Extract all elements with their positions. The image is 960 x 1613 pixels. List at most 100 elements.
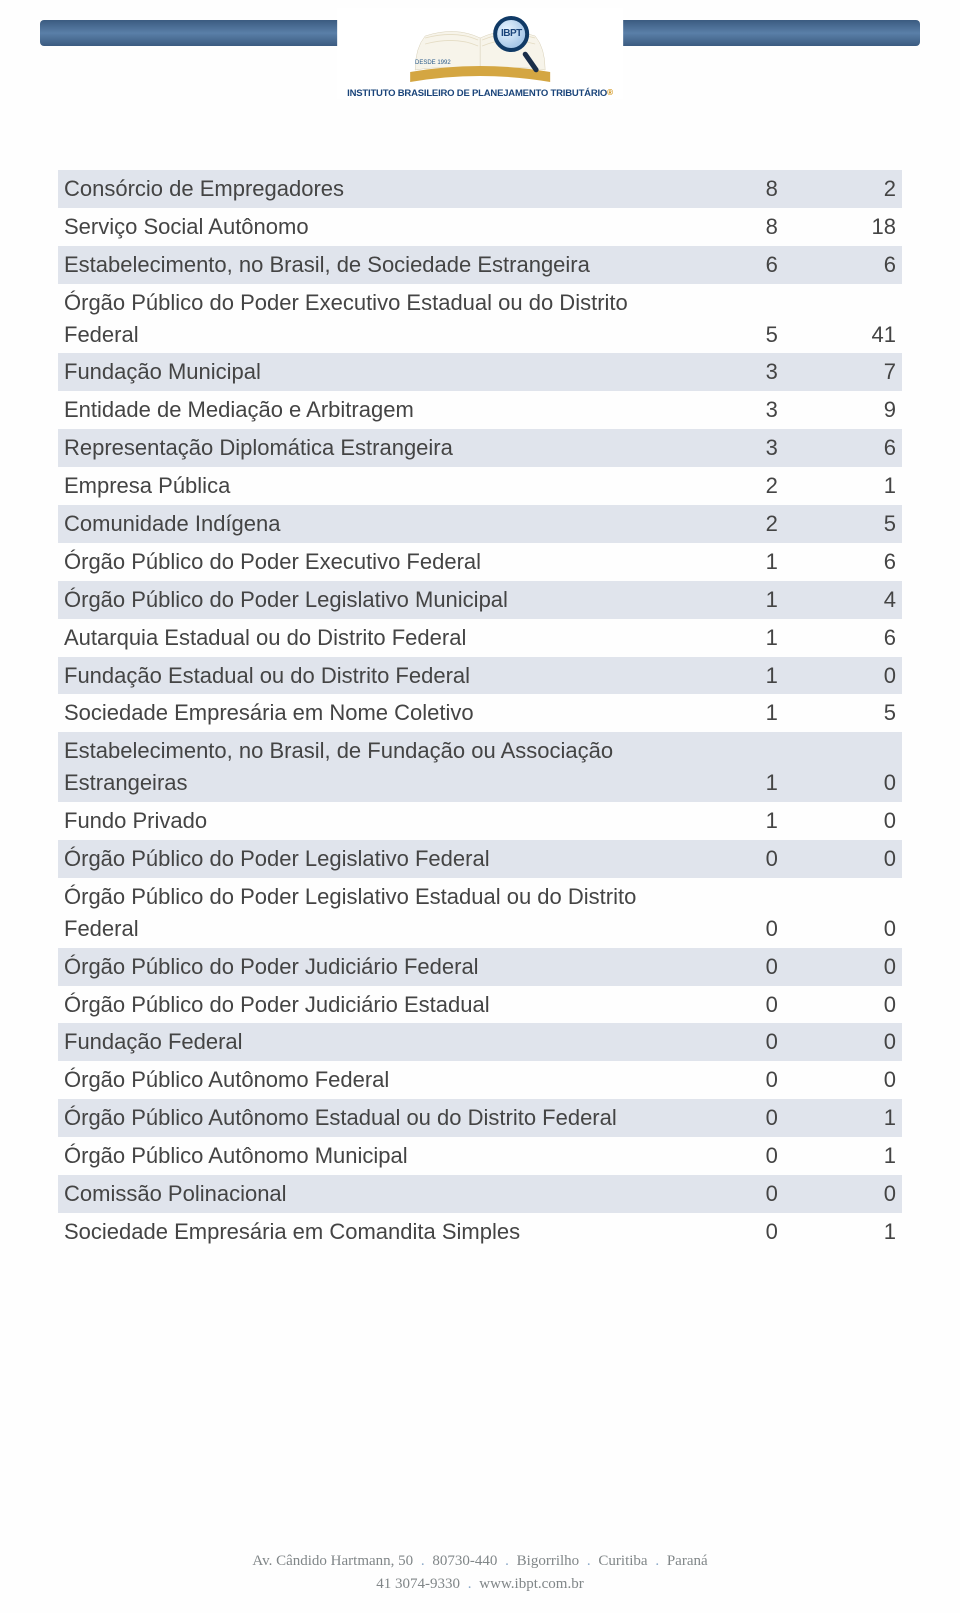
table-row: Autarquia Estadual ou do Distrito Federa…: [58, 619, 902, 657]
row-label: Órgão Público do Poder Judiciário Federa…: [58, 948, 666, 986]
table-row: Fundação Estadual ou do Distrito Federal…: [58, 657, 902, 695]
book-icon: DESDE 1992 IBPT: [405, 8, 555, 86]
row-label: Órgão Público do Poder Executivo Federal: [58, 543, 666, 581]
table-row: Órgão Público Autônomo Federal00: [58, 1061, 902, 1099]
row-label: Fundação Municipal: [58, 353, 666, 391]
main-content: Consórcio de Empregadores82Serviço Socia…: [0, 170, 960, 1532]
logo: DESDE 1992 IBPT INSTITUTO BRASILEIRO DE …: [337, 8, 623, 99]
row-label: Sociedade Empresária em Comandita Simple…: [58, 1213, 666, 1251]
row-value-1: 8: [666, 170, 784, 208]
row-value-1: 2: [666, 505, 784, 543]
row-value-1: 8: [666, 208, 784, 246]
row-value-2: 0: [784, 986, 902, 1024]
row-value-1: 0: [666, 1099, 784, 1137]
row-value-2: 0: [784, 1061, 902, 1099]
row-value-1: 5: [666, 284, 784, 354]
since-label: DESDE 1992: [415, 60, 451, 66]
footer-line-2: 41 3074-9330 . www.ibpt.com.br: [0, 1573, 960, 1596]
row-value-1: 1: [666, 657, 784, 695]
row-value-2: 0: [784, 948, 902, 986]
row-value-2: 0: [784, 732, 902, 802]
table-row: Representação Diplomática Estrangeira36: [58, 429, 902, 467]
table-row: Órgão Público do Poder Legislativo Feder…: [58, 840, 902, 878]
row-value-1: 1: [666, 694, 784, 732]
table-row: Órgão Público do Poder Legislativo Estad…: [58, 878, 902, 948]
row-value-1: 0: [666, 878, 784, 948]
page-footer: Av. Cândido Hartmann, 50 . 80730-440 . B…: [0, 1532, 960, 1613]
row-value-2: 41: [784, 284, 902, 354]
row-value-2: 2: [784, 170, 902, 208]
table-row: Comunidade Indígena25: [58, 505, 902, 543]
row-value-2: 7: [784, 353, 902, 391]
row-value-1: 1: [666, 802, 784, 840]
row-label: Autarquia Estadual ou do Distrito Federa…: [58, 619, 666, 657]
table-row: Estabelecimento, no Brasil, de Sociedade…: [58, 246, 902, 284]
row-value-2: 0: [784, 840, 902, 878]
row-value-2: 6: [784, 543, 902, 581]
row-label: Fundação Federal: [58, 1023, 666, 1061]
table-row: Fundação Municipal37: [58, 353, 902, 391]
table-row: Entidade de Mediação e Arbitragem39: [58, 391, 902, 429]
page-header: DESDE 1992 IBPT INSTITUTO BRASILEIRO DE …: [0, 0, 960, 170]
row-value-2: 18: [784, 208, 902, 246]
row-value-1: 3: [666, 391, 784, 429]
row-label: Órgão Público Autônomo Federal: [58, 1061, 666, 1099]
row-label: Órgão Público Autônomo Municipal: [58, 1137, 666, 1175]
row-label: Sociedade Empresária em Nome Coletivo: [58, 694, 666, 732]
row-label: Órgão Público do Poder Legislativo Munic…: [58, 581, 666, 619]
row-value-1: 3: [666, 429, 784, 467]
row-value-2: 6: [784, 429, 902, 467]
row-label: Órgão Público do Poder Legislativo Estad…: [58, 878, 666, 948]
row-value-2: 5: [784, 694, 902, 732]
table-row: Órgão Público do Poder Judiciário Estadu…: [58, 986, 902, 1024]
row-label: Fundo Privado: [58, 802, 666, 840]
table-row: Órgão Público do Poder Executivo Estadua…: [58, 284, 902, 354]
row-value-2: 1: [784, 1213, 902, 1251]
table-row: Estabelecimento, no Brasil, de Fundação …: [58, 732, 902, 802]
row-value-1: 3: [666, 353, 784, 391]
row-label: Órgão Público do Poder Judiciário Estadu…: [58, 986, 666, 1024]
table-row: Fundação Federal00: [58, 1023, 902, 1061]
table-row: Empresa Pública21: [58, 467, 902, 505]
row-value-1: 0: [666, 1137, 784, 1175]
row-label: Serviço Social Autônomo: [58, 208, 666, 246]
row-value-1: 6: [666, 246, 784, 284]
row-value-1: 1: [666, 581, 784, 619]
row-value-2: 1: [784, 1099, 902, 1137]
brand-abbrev: IBPT: [501, 28, 522, 39]
row-label: Entidade de Mediação e Arbitragem: [58, 391, 666, 429]
table-row: Sociedade Empresária em Comandita Simple…: [58, 1213, 902, 1251]
row-value-1: 1: [666, 732, 784, 802]
row-value-2: 1: [784, 1137, 902, 1175]
table-row: Órgão Público Autônomo Estadual ou do Di…: [58, 1099, 902, 1137]
row-value-2: 0: [784, 1023, 902, 1061]
row-label: Empresa Pública: [58, 467, 666, 505]
table-row: Órgão Público do Poder Legislativo Munic…: [58, 581, 902, 619]
magnifier-icon: IBPT: [493, 16, 535, 58]
row-value-2: 0: [784, 878, 902, 948]
row-label: Estabelecimento, no Brasil, de Fundação …: [58, 732, 666, 802]
table-row: Sociedade Empresária em Nome Coletivo15: [58, 694, 902, 732]
table-row: Órgão Público do Poder Judiciário Federa…: [58, 948, 902, 986]
row-value-1: 0: [666, 948, 784, 986]
row-value-2: 9: [784, 391, 902, 429]
row-label: Consórcio de Empregadores: [58, 170, 666, 208]
row-value-2: 0: [784, 657, 902, 695]
row-value-1: 0: [666, 1061, 784, 1099]
row-value-1: 0: [666, 1213, 784, 1251]
row-label: Estabelecimento, no Brasil, de Sociedade…: [58, 246, 666, 284]
footer-line-1: Av. Cândido Hartmann, 50 . 80730-440 . B…: [0, 1550, 960, 1573]
row-label: Órgão Público Autônomo Estadual ou do Di…: [58, 1099, 666, 1137]
row-value-2: 5: [784, 505, 902, 543]
row-value-2: 4: [784, 581, 902, 619]
row-label: Comissão Polinacional: [58, 1175, 666, 1213]
row-value-1: 0: [666, 986, 784, 1024]
row-value-2: 6: [784, 246, 902, 284]
table-row: Órgão Público do Poder Executivo Federal…: [58, 543, 902, 581]
row-value-1: 2: [666, 467, 784, 505]
data-table: Consórcio de Empregadores82Serviço Socia…: [58, 170, 902, 1251]
row-label: Comunidade Indígena: [58, 505, 666, 543]
table-row: Órgão Público Autônomo Municipal01: [58, 1137, 902, 1175]
table-row: Serviço Social Autônomo818: [58, 208, 902, 246]
table-row: Fundo Privado10: [58, 802, 902, 840]
